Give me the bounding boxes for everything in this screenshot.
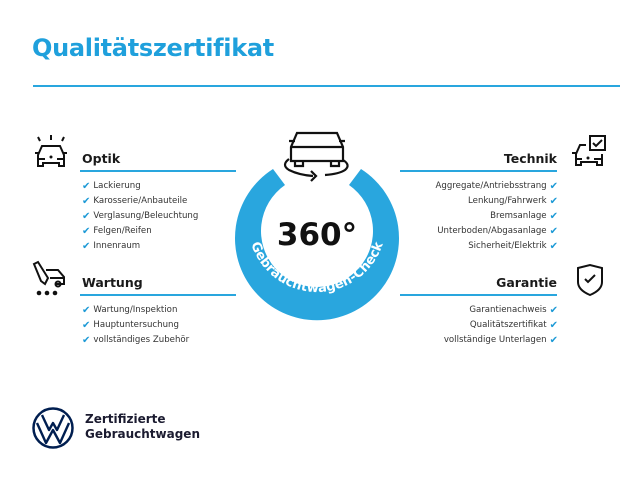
list-item: Garantienachweis ✔ xyxy=(444,303,558,318)
list-item: ✔ vollständiges Zubehör xyxy=(82,333,189,348)
section-heading-wartung: Wartung xyxy=(82,275,143,290)
section-heading-optik: Optik xyxy=(82,151,121,166)
check-icon: ✔ xyxy=(549,196,558,207)
check-icon: ✔ xyxy=(549,320,558,331)
shield-check-icon xyxy=(577,263,603,297)
item-label: Unterboden/Abgasanlage xyxy=(437,226,547,236)
page-title: Qualitätszertifikat xyxy=(32,34,274,62)
item-label: vollständiges Zubehör xyxy=(93,335,190,345)
item-label: Karosserie/Anbauteile xyxy=(93,196,188,206)
check-icon: ✔ xyxy=(549,181,558,192)
check-icon: ✔ xyxy=(82,241,91,252)
list-item: Unterboden/Abgasanlage ✔ xyxy=(436,224,558,239)
section-heading-technik: Technik xyxy=(503,151,557,166)
item-label: vollständige Unterlagen xyxy=(443,335,547,345)
item-label: Innenraum xyxy=(93,241,141,251)
garantie-divider xyxy=(400,294,557,296)
list-item: ✔ Verglasung/Beleuchtung xyxy=(82,209,198,224)
check-icon: ✔ xyxy=(549,226,558,237)
item-label: Wartung/Inspektion xyxy=(93,305,178,315)
check-icon: ✔ xyxy=(82,320,91,331)
optik-list: ✔ Lackierung ✔ Karosserie/Anbauteile ✔ Verg… xyxy=(82,179,198,254)
check-icon: ✔ xyxy=(549,211,558,222)
optik-divider xyxy=(80,170,236,172)
wartung-divider xyxy=(80,294,236,296)
garantie-list: Garantienachweis ✔ Qualitätszertifikat ✔ v… xyxy=(444,303,558,348)
item-label: Hauptuntersuchung xyxy=(93,320,179,330)
check-icon: ✔ xyxy=(549,335,558,346)
badge-value: 360° xyxy=(277,217,357,253)
title-divider xyxy=(33,85,620,87)
item-label: Qualitätszertifikat xyxy=(469,320,547,330)
item-label: Garantienachweis xyxy=(469,305,547,315)
check-icon: ✔ xyxy=(82,196,91,207)
item-label: Felgen/Reifen xyxy=(93,226,152,236)
list-item: ✔ Karosserie/Anbauteile xyxy=(82,194,198,209)
footer-line1: Zertifizierte xyxy=(85,412,166,426)
check-icon: ✔ xyxy=(82,211,91,222)
list-item: vollständige Unterlagen ✔ xyxy=(444,333,558,348)
item-label: Lenkung/Fahrwerk xyxy=(468,196,547,206)
badge-ring xyxy=(235,169,399,321)
vw-logo-icon xyxy=(32,407,74,449)
technik-divider xyxy=(400,170,557,172)
list-item: Aggregate/Antriebsstrang ✔ xyxy=(436,179,558,194)
check-icon: ✔ xyxy=(82,305,91,316)
check-icon: ✔ xyxy=(82,181,91,192)
item-label: Sicherheit/Elektrik xyxy=(468,241,547,251)
list-item: Bremsanlage ✔ xyxy=(436,209,558,224)
list-item: ✔ Wartung/Inspektion xyxy=(82,303,189,318)
list-item: ✔ Hauptuntersuchung xyxy=(82,318,189,333)
check-icon: ✔ xyxy=(549,241,558,252)
item-label: Bremsanlage xyxy=(490,211,547,221)
service-tools-icon xyxy=(32,260,65,296)
check-icon: ✔ xyxy=(549,305,558,316)
wartung-list: ✔ Wartung/Inspektion ✔ Hauptuntersuchung ✔… xyxy=(82,303,189,348)
technik-list: Aggregate/Antriebsstrang ✔ Lenkung/Fahrwe… xyxy=(436,179,558,254)
car-rotate-icon xyxy=(283,131,349,182)
item-label: Verglasung/Beleuchtung xyxy=(93,211,199,221)
item-label: Aggregate/Antriebsstrang xyxy=(435,181,547,191)
check-360-badge: 360° Gebrauchtwagen-Check xyxy=(235,131,399,321)
car-lights-icon xyxy=(35,135,67,167)
car-checklist-icon xyxy=(572,135,606,166)
list-item: Sicherheit/Elektrik ✔ xyxy=(436,239,558,254)
list-item: ✔ Lackierung xyxy=(82,179,198,194)
footer-brand-text: Zertifizierte Gebrauchtwagen xyxy=(85,412,200,442)
list-item: Lenkung/Fahrwerk ✔ xyxy=(436,194,558,209)
check-icon: ✔ xyxy=(82,226,91,237)
item-label: Lackierung xyxy=(93,181,141,191)
section-heading-garantie: Garantie xyxy=(496,275,557,290)
footer-line2: Gebrauchtwagen xyxy=(85,427,200,441)
list-item: ✔ Felgen/Reifen xyxy=(82,224,198,239)
list-item: ✔ Innenraum xyxy=(82,239,198,254)
check-icon: ✔ xyxy=(82,335,91,346)
list-item: Qualitätszertifikat ✔ xyxy=(444,318,558,333)
